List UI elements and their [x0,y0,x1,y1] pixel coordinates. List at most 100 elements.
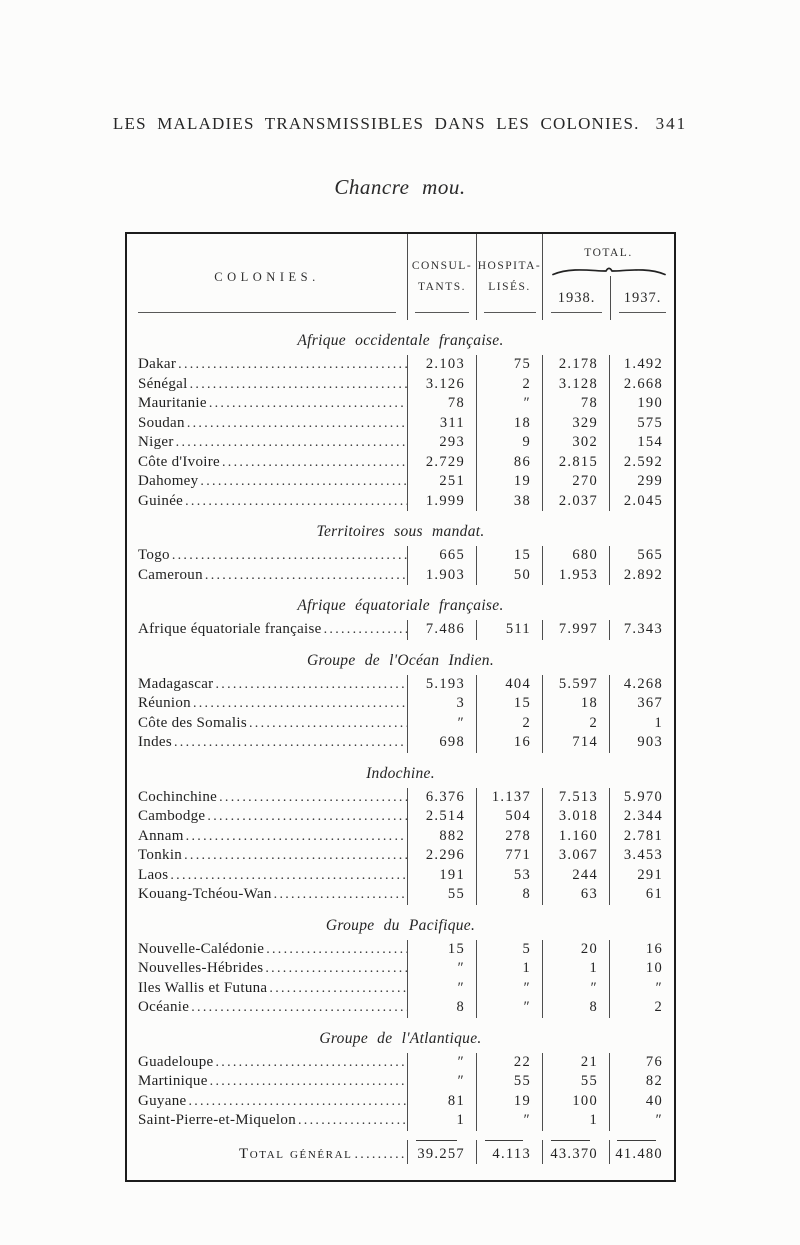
colony-name-cell: Réunion [127,694,407,714]
colony-name-cell: Cameroun [127,566,407,586]
colony-name: Togo [138,547,170,563]
total-1938-cell: 244 [542,865,609,885]
dot-leader [172,733,407,753]
consultants-cell: ″ [407,1072,476,1092]
total-1937-cell: 2.892 [609,565,674,585]
colony-name-cell: Tonkin [127,846,407,866]
section-heading: Afrique occidentale française. [127,331,674,350]
consultants-cell: 1 [407,1111,476,1131]
total-1937-cell: 154 [609,433,674,453]
table-row: Réunion 3 15 18 367 [127,694,674,714]
consultants-cell: 311 [407,413,476,433]
sum-rule [484,1139,524,1141]
total-1938-cell: 63 [542,885,609,905]
hospitalises-cell: 15 [476,694,542,714]
consultants-cell: 191 [407,865,476,885]
hospitalises-cell: 8 [476,885,542,905]
hospitalises-cell: ″ [476,394,542,414]
dot-leader [322,620,407,640]
dot-leader [186,1092,407,1112]
grand-total-consultants-value: 39.257 [417,1145,465,1162]
total-1937-cell: ″ [609,1111,674,1131]
total-1937-cell: 2.781 [609,826,674,846]
total-1937-cell: 565 [609,546,674,566]
total-1938-cell: 270 [542,472,609,492]
consultants-cell: 293 [407,433,476,453]
colony-name: Guyane [138,1092,187,1109]
hospitalises-cell: 18 [476,413,542,433]
colony-name: Niger [138,434,174,450]
header-rule [414,312,470,313]
consultants-cell: 78 [407,394,476,414]
hospitalises-cell: 1.137 [476,787,542,807]
table-row: Dakar 2.103 75 2.178 1.492 [127,355,674,375]
column-header-consultants: CONSUL- TANTS. [407,234,476,320]
total-1938-cell: 20 [542,939,609,959]
table-row: Kouang-Tchéou-Wan 55 8 63 61 [127,885,674,905]
grand-total-1938-cell: 43.370 [542,1139,609,1164]
section-heading: Territoires sous mandat. [127,522,674,541]
section-heading-text: Groupe de l'Océan Indien. [306,651,495,669]
total-1938-cell: 1 [542,1111,609,1131]
consultants-cell: 3 [407,694,476,714]
colony-name: Mauritanie [138,395,207,411]
colony-name-cell: Indes [127,733,407,753]
consultants-cell: 1.903 [407,565,476,585]
header-rule [618,312,667,313]
table-row: Madagascar 5.193 404 5.597 4.268 [127,674,674,694]
total-header-label: TOTAL. [584,247,633,259]
colony-name: Afrique équatoriale française [138,621,322,637]
section-heading-text: Groupe du Pacifique. [325,916,476,934]
total-1937-cell: 2.668 [609,374,674,394]
dot-leader [184,827,407,847]
page-number: 341 [655,114,688,133]
grand-total-hospitalises-cell: 4.113 [476,1139,542,1164]
dot-leader [170,546,407,566]
total-1937-cell: ″ [609,978,674,998]
statistics-table: COLONIES. CONSUL- TANTS. HOSPITA- LISÉS.… [125,232,676,1182]
table-row: Afrique équatoriale française 7.486 511 … [127,620,674,640]
consultants-cell: 882 [407,826,476,846]
dot-leader [174,433,407,453]
hospitalises-cell: 38 [476,491,542,511]
total-1937-cell: 2.344 [609,807,674,827]
table-body: Afrique occidentale française. Dakar 2.1… [127,331,674,1164]
total-brace [551,267,666,276]
dot-leader [272,885,407,905]
hospitalises-cell: 75 [476,355,542,375]
section-heading: Groupe du Pacifique. [127,916,674,935]
table-row: Sénégal 3.126 2 3.128 2.668 [127,374,674,395]
hospitalises-cell: 2 [476,374,542,394]
year-1937-label: 1937. [623,289,662,306]
header-rule [138,312,396,313]
hospitalises-cell: 22 [476,1052,542,1072]
hospitalises-cell: 16 [476,733,542,753]
total-1937-cell: 299 [609,472,674,492]
dot-leader [191,694,407,714]
table-row: Nouvelles-Hébrides ″ 1 1 10 [127,959,674,979]
doc-title: Chancre mou. [334,175,466,199]
total-1938-cell: 1 [542,959,609,979]
colony-name-cell: Soudan [127,414,407,434]
hospitalises-header-line1: HOSPITA- [477,260,542,272]
table-row: Dahomey 251 19 270 299 [127,472,674,492]
total-1938-cell: 7.997 [542,620,609,640]
table-row: Soudan 311 18 329 575 [127,413,674,434]
dot-leader [213,1053,407,1073]
total-1938-cell: 680 [542,546,609,566]
consultants-cell: ″ [407,959,476,979]
total-1937-cell: 10 [609,959,674,979]
total-1937-cell: 61 [609,885,674,905]
total-1937-cell: 291 [609,865,674,885]
hospitalises-cell: 15 [476,546,542,566]
section-heading: Groupe de l'Atlantique. [127,1029,674,1048]
section-heading-text: Afrique équatoriale française. [297,597,504,614]
hospitalises-cell: 278 [476,826,542,846]
colony-name-cell: Sénégal [127,375,407,395]
consultants-cell: 2.514 [407,807,476,827]
total-1937-cell: 2.045 [609,491,674,511]
header-rule [483,312,536,313]
consultants-cell: 6.376 [407,787,476,807]
dot-leader [183,492,407,512]
colony-name: Martinique [138,1073,208,1089]
